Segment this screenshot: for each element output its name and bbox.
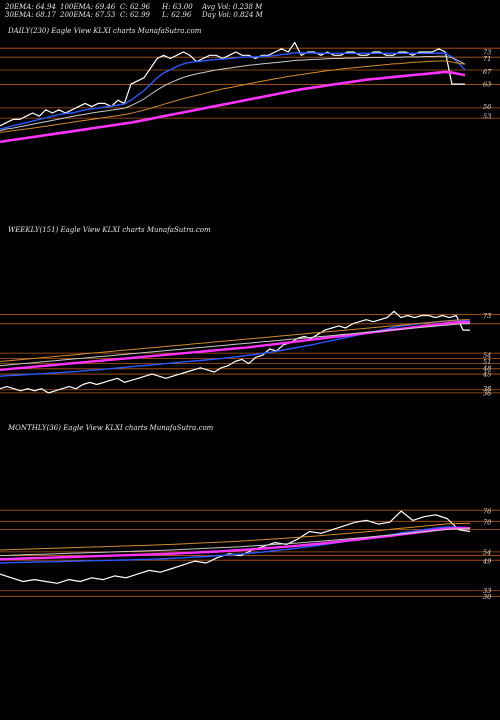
- monthly-tick-label-0: 76: [483, 508, 491, 516]
- stat-avg-vol: Avg Vol: 0.238 M: [202, 3, 263, 11]
- stat-high: H: 63.00: [162, 3, 193, 11]
- daily-tick-label-3: 63: [483, 81, 491, 89]
- monthly-ema_orange-line: [0, 522, 471, 551]
- monthly-tick-label-5: 30: [483, 593, 491, 601]
- weekly-tick-label-0: 73: [483, 312, 491, 320]
- stats-col-5: Avg Vol: 0.238 M Day Vol: 0.824 M: [202, 3, 263, 19]
- stat-200ema: 200EMA: 67.53: [60, 11, 116, 19]
- daily-tick-label-0: 73: [483, 49, 491, 57]
- stat-c2: C: 62.99: [120, 11, 150, 19]
- stat-c1: C: 62.96: [120, 3, 150, 11]
- monthly-tick-label-1: 70: [483, 519, 491, 527]
- stats-col-3: C: 62.96 C: 62.99: [120, 3, 150, 19]
- monthly-tick-label-2: 54: [483, 548, 491, 556]
- monthly-ema_slow-line: [0, 526, 470, 561]
- weekly-panel-label: WEEKLY(151) Eagle View KLXI charts Munaf…: [8, 226, 211, 234]
- daily-ema20-line: [0, 52, 466, 130]
- monthly-tick-label-3: 49: [482, 558, 491, 566]
- weekly-ema_orange-line: [0, 319, 470, 362]
- weekly-tick-label-4: 45: [482, 371, 491, 379]
- weekly-price-line: [0, 310, 470, 394]
- daily-ema100-line: [0, 60, 466, 133]
- daily-tick-label-1: 71: [483, 55, 491, 63]
- stat-20ema: 20EMA: 64.94: [5, 3, 56, 11]
- daily-tick-label-5: 53: [483, 113, 491, 121]
- weekly-tick-label-5: 38: [483, 385, 491, 393]
- weekly-tick-label-1: 54: [483, 352, 491, 360]
- daily-ema200-line: [0, 70, 466, 144]
- stat-30ema: 30EMA: 68.17: [5, 11, 56, 19]
- stats-col-1: 20EMA: 64.94 30EMA: 68.17: [5, 3, 56, 19]
- monthly-panel-label: MONTHLY(36) Eagle View KLXI charts Munaf…: [8, 424, 214, 432]
- weekly-ema_mid-line: [0, 323, 470, 367]
- weekly-tick-label-3: 48: [482, 364, 491, 372]
- stat-day-vol: Day Vol: 0.824 M: [202, 11, 263, 19]
- stat-low: L: 62.96: [162, 11, 192, 19]
- daily-ema30-line: [0, 55, 466, 132]
- daily-panel-label: DAILY(230) Eagle View KLXI charts Munafa…: [8, 27, 202, 35]
- weekly-ema_fast-line: [0, 319, 471, 377]
- stat-100ema: 100EMA: 69.46: [60, 3, 116, 11]
- monthly-ema_mid-line: [0, 528, 471, 557]
- daily-tick-label-4: 56: [483, 103, 491, 111]
- daily-tick-label-2: 67: [483, 68, 492, 76]
- stats-col-2: 100EMA: 69.46 200EMA: 67.53: [60, 3, 115, 19]
- daily-price-line: [0, 41, 465, 127]
- stats-col-4: H: 63.00 L: 62.96: [162, 3, 193, 19]
- weekly-tick-label-2: 51: [483, 358, 491, 366]
- weekly-tick-label-6: 36: [483, 389, 491, 397]
- monthly-tick-label-4: 33: [483, 587, 491, 595]
